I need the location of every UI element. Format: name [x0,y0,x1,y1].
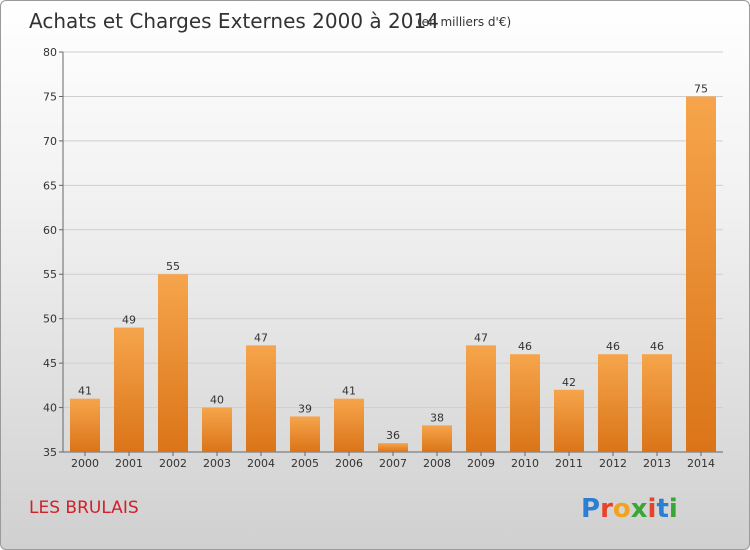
value-label-2001: 49 [122,314,136,327]
value-label-2005: 39 [298,402,312,415]
bars [70,96,716,452]
bar-2008 [422,425,452,452]
value-label-2006: 41 [342,385,356,398]
value-label-2000: 41 [78,385,92,398]
x-tick-label-2004: 2004 [247,457,275,470]
value-label-2008: 38 [430,411,444,424]
x-tick-label-2013: 2013 [643,457,671,470]
y-tick-label: 65 [43,179,57,192]
commune-name: LES BRULAIS [29,498,139,518]
logo-letter: P [581,494,600,524]
x-tick-label-2005: 2005 [291,457,319,470]
value-label-2010: 46 [518,340,532,353]
value-label-2003: 40 [210,394,224,407]
x-tick-label-2001: 2001 [115,457,143,470]
y-tick-label: 75 [43,90,57,103]
y-tick-label: 80 [43,46,57,59]
logo-letter: i [669,494,678,524]
x-tick-label-2014: 2014 [687,457,715,470]
chart-title: Achats et Charges Externes 2000 à 2014 [29,9,439,33]
bar-2011 [554,389,584,452]
bar-2003 [202,407,232,452]
value-label-2004: 47 [254,331,268,344]
bar-2007 [378,443,408,452]
y-tick-label: 45 [43,357,57,370]
bar-2004 [246,345,276,452]
proxiti-logo-text: Proxiti [581,494,678,524]
bar-2005 [290,416,320,452]
logo-letter: r [600,494,613,524]
value-label-2014: 75 [694,82,708,95]
x-tick-label-2006: 2006 [335,457,363,470]
logo-letter: t [656,494,668,524]
bar-2000 [70,398,100,452]
x-tick-label-2003: 2003 [203,457,231,470]
logo-letter: x [631,494,648,524]
x-tick-label-2008: 2008 [423,457,451,470]
x-tick-label-2010: 2010 [511,457,539,470]
y-tick-label: 50 [43,313,57,326]
value-label-2012: 46 [606,340,620,353]
bar-2001 [114,327,144,452]
logo-letter: i [648,494,657,524]
y-tick-label: 60 [43,224,57,237]
value-labels: 41 49 55 40 47 39 41 36 38 47 46 42 46 46 75 [78,82,708,442]
x-tick-label-2000: 2000 [71,457,99,470]
x-tick-label-2002: 2002 [159,457,187,470]
x-tick-label-2007: 2007 [379,457,407,470]
x-tick-label-2011: 2011 [555,457,583,470]
bar-2006 [334,398,364,452]
bar-2010 [510,354,540,452]
logo-letter: o [613,494,631,524]
x-tick-label-2012: 2012 [599,457,627,470]
y-tick-label: 40 [43,402,57,415]
y-tick-label: 55 [43,268,57,281]
value-label-2009: 47 [474,331,488,344]
chart-subtitle: (en milliers d'€) [417,15,511,29]
axes: 35 40 45 50 55 60 65 70 75 80 2000 2001 2002 2003 2004… [43,46,723,470]
value-label-2011: 42 [562,376,576,389]
x-tick-label-2009: 2009 [467,457,495,470]
value-label-2002: 55 [166,260,180,273]
y-tick-label: 70 [43,135,57,148]
bar-2014 [686,96,716,452]
y-tick-label: 35 [43,446,57,459]
value-label-2013: 46 [650,340,664,353]
bar-2013 [642,354,672,452]
bar-2012 [598,354,628,452]
value-label-2007: 36 [386,429,400,442]
proxiti-logo: Proxiti [581,494,678,524]
bar-2009 [466,345,496,452]
bar-2002 [158,274,188,452]
